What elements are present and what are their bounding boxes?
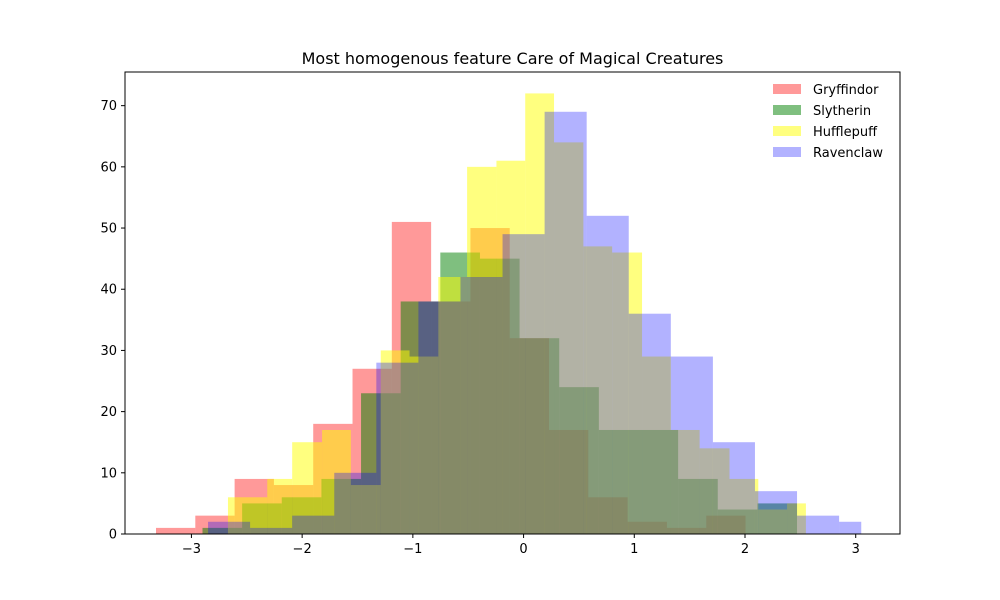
bar-hufflepuff [670,429,700,534]
bar-hufflepuff [554,142,584,535]
bar-hufflepuff [583,246,613,535]
y-tick-label: 20 [100,405,117,420]
legend-swatch-hufflepuff [773,126,801,136]
plot-frame [124,71,901,535]
bar-slytherin [202,527,243,534]
bar-hufflepuff [267,478,293,534]
bar-ravenclaw [418,301,461,534]
bar-ravenclaw [544,111,587,534]
x-tick-label: −3 [182,542,201,557]
y-tick-label: 70 [100,99,117,114]
series-ravenclaw [208,111,862,534]
bar-hufflepuff [729,478,759,534]
bar-ravenclaw [334,472,377,534]
bars-layer [156,93,862,535]
chart-title: Most homogenous feature Care of Magical … [302,49,724,68]
y-tick-label: 0 [109,528,117,543]
bar-hufflepuff [409,356,439,534]
bar-ravenclaw [754,491,798,534]
bar-hufflepuff [525,93,555,534]
bar-ravenclaw [208,521,251,534]
legend-swatch-ravenclaw [773,147,801,157]
x-tick-label: −2 [293,542,312,557]
bar-hufflepuff [699,448,730,534]
series-hufflepuff [227,93,806,535]
bar-ravenclaw [250,527,293,534]
x-tick-label: 1 [630,542,638,557]
legend: Gryffindor Slytherin Hufflepuff Ravenclaw [773,83,883,161]
bar-ravenclaw [376,362,419,534]
legend-label-hufflepuff: Hufflepuff [813,125,878,140]
bar-hufflepuff [467,166,497,534]
legend-swatch-slytherin [773,105,801,115]
bar-hufflepuff [758,509,788,534]
bar-gryffindor [156,527,196,534]
bar-hufflepuff [227,497,268,534]
bar-ravenclaw [839,521,862,534]
bar-hufflepuff [292,442,323,534]
x-tick-label: 3 [852,542,860,557]
bar-ravenclaw [628,313,671,534]
bar-hufflepuff [380,350,410,534]
y-tick-label: 60 [100,160,117,175]
y-tick-label: 40 [100,283,117,298]
bar-hufflepuff [496,160,526,535]
bar-hufflepuff [787,503,806,534]
bar-ravenclaw [586,215,629,534]
legend-label-gryffindor: Gryffindor [813,83,879,98]
x-tick-label: 0 [519,542,527,557]
bar-ravenclaw [460,276,503,534]
y-tick-label: 30 [100,344,117,359]
bar-ravenclaw [797,515,840,534]
bar-ravenclaw [670,356,713,534]
x-tick-label: −1 [403,542,422,557]
bar-ravenclaw [712,442,755,534]
bar-ravenclaw [292,515,335,534]
bar-hufflepuff [350,485,381,534]
y-tick-label: 50 [100,222,117,237]
bar-ravenclaw [502,234,545,534]
legend-label-slytherin: Slytherin [813,104,871,119]
bar-hufflepuff [438,276,468,534]
bar-hufflepuff [612,252,643,535]
y-tick-label: 10 [100,466,117,481]
bar-hufflepuff [642,356,671,534]
x-tick-label: 2 [741,542,749,557]
bar-hufflepuff [322,429,351,534]
legend-label-ravenclaw: Ravenclaw [813,146,883,161]
legend-swatch-gryffindor [773,84,801,94]
